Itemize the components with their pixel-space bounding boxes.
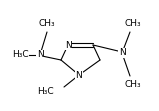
- Text: N: N: [76, 70, 82, 79]
- Text: CH₃: CH₃: [39, 19, 55, 28]
- Text: CH₃: CH₃: [125, 80, 141, 89]
- Text: N: N: [37, 51, 43, 59]
- Text: N: N: [119, 49, 125, 57]
- Text: H₃C: H₃C: [37, 86, 54, 95]
- Text: N: N: [65, 41, 71, 50]
- Text: CH₃: CH₃: [125, 19, 141, 28]
- Text: H₃C: H₃C: [12, 51, 29, 59]
